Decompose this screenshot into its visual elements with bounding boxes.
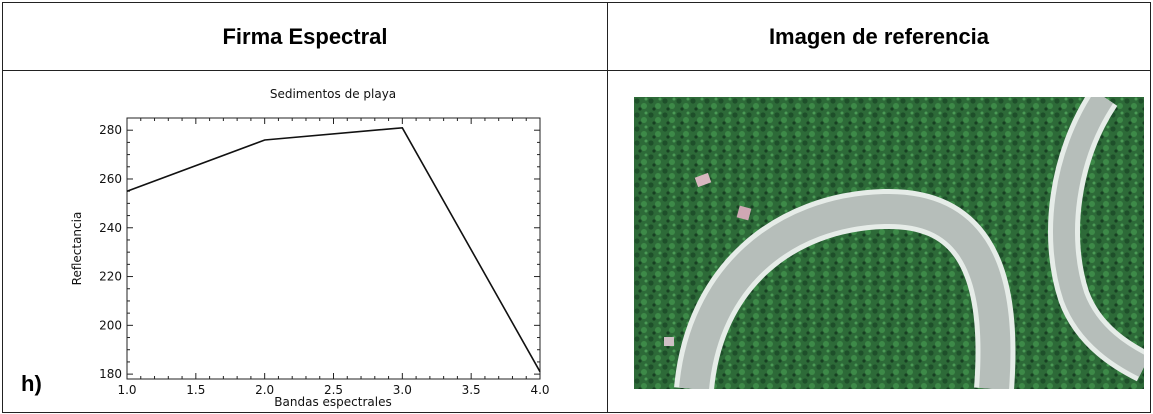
x-tick-label: 2.0 — [255, 383, 274, 397]
y-tick-label: 180 — [99, 367, 122, 381]
x-tick-label: 3.5 — [462, 383, 481, 397]
spectral-chart: Sedimentos de playa 1.0 1.5 2.0 2.5 3.0 3.5 4.… — [3, 71, 607, 412]
x-tick-label: 1.5 — [186, 383, 205, 397]
series-line — [126, 126, 541, 373]
chart-cell: Sedimentos de playa 1.0 1.5 2.0 2.5 3.0 3.5 4.… — [2, 70, 608, 413]
y-tick-label: 220 — [99, 270, 122, 284]
satellite-image-svg — [634, 97, 1144, 389]
y-tick-label: 240 — [99, 221, 122, 235]
x-tick-label: 4.0 — [530, 383, 549, 397]
x-tick-label: 2.5 — [324, 383, 343, 397]
plot-frame — [126, 117, 541, 380]
x-tick-label: 3.0 — [393, 383, 412, 397]
y-axis-label: Reflectancia — [70, 212, 84, 286]
y-tick-label: 260 — [99, 172, 122, 186]
reference-satellite-image — [634, 97, 1144, 389]
image-cell — [607, 70, 1151, 413]
x-tick-label: 1.0 — [117, 383, 136, 397]
y-tick-label: 280 — [99, 123, 122, 137]
y-tick-label: 200 — [99, 318, 122, 332]
header-spectral-signature: Firma Espectral — [2, 2, 608, 71]
chart-svg: Sedimentos de playa 1.0 1.5 2.0 2.5 3.0 3.5 4.… — [70, 87, 550, 409]
panel-label: h) — [21, 371, 42, 396]
chart-title: Sedimentos de playa — [270, 87, 396, 101]
x-axis-label: Bandas espectrales — [274, 395, 391, 409]
header-reference-image: Imagen de referencia — [607, 2, 1151, 71]
axis-ticks: 1.0 1.5 2.0 2.5 3.0 3.5 4.0 180 200 220 240 260 280 — [99, 118, 550, 397]
